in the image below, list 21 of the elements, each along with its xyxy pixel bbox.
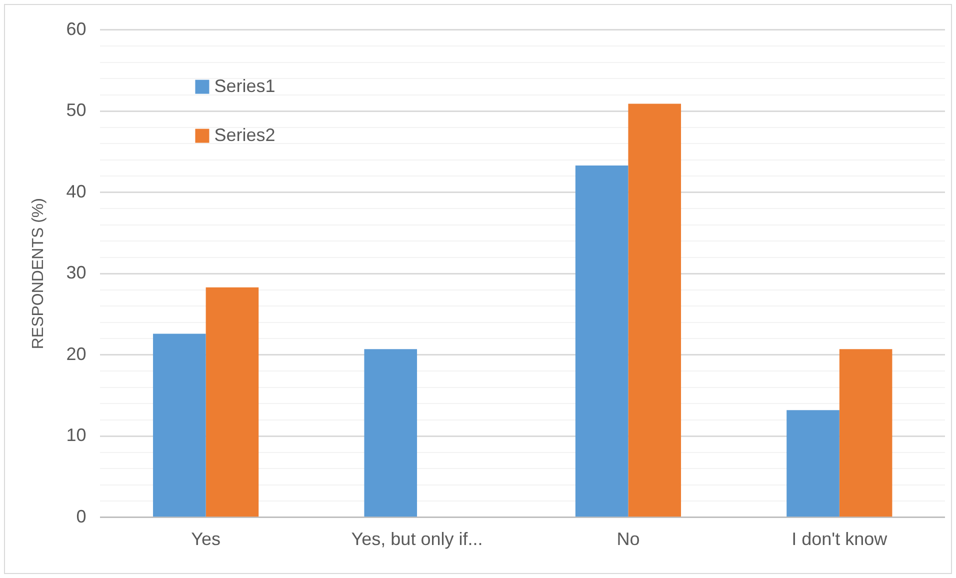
y-tick-label: 10 bbox=[66, 425, 86, 446]
y-tick-label: 30 bbox=[66, 262, 86, 283]
bar bbox=[786, 410, 840, 517]
y-tick-label: 50 bbox=[66, 100, 86, 120]
x-tick-label: Yes bbox=[191, 529, 221, 550]
x-tick-label: I don't know bbox=[792, 529, 888, 550]
bar bbox=[575, 166, 628, 517]
y-tick-label: 40 bbox=[66, 181, 86, 202]
bar bbox=[364, 349, 418, 517]
bar bbox=[153, 334, 206, 517]
bar bbox=[628, 104, 682, 517]
bar bbox=[206, 287, 259, 517]
legend-label: Series1 bbox=[214, 76, 276, 96]
bar bbox=[839, 349, 892, 517]
y-tick-label: 60 bbox=[66, 18, 86, 39]
legend-label: Series2 bbox=[214, 124, 276, 145]
y-tick-label: 20 bbox=[66, 344, 86, 364]
x-tick-label: No bbox=[616, 529, 640, 550]
x-tick-label: Yes, but only if... bbox=[351, 529, 483, 550]
y-axis-title: RESPONDENTS (%) bbox=[30, 198, 48, 350]
y-tick-label: 0 bbox=[76, 506, 86, 526]
